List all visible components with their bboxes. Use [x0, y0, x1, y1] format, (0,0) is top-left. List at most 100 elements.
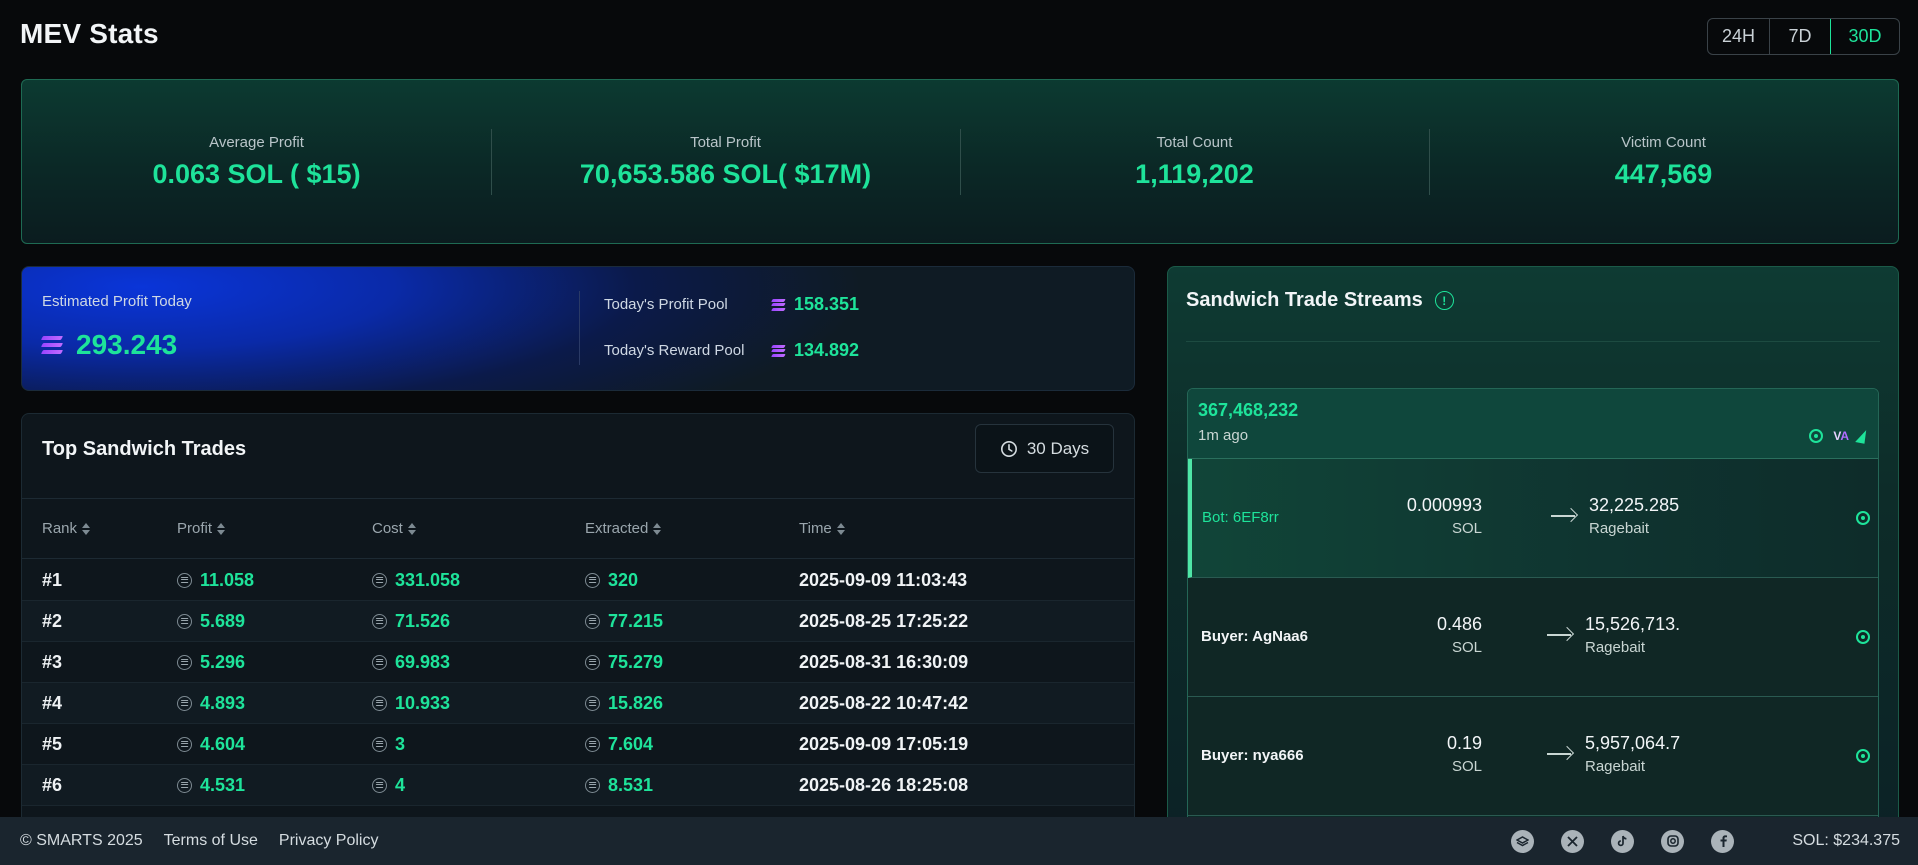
footer-links: © SMARTS 2025 Terms of Use Privacy Polic… [20, 832, 378, 850]
solana-coin-icon [372, 654, 387, 670]
source-icon [1809, 429, 1824, 443]
cell-profit: 4.531 [177, 775, 245, 796]
solana-coin-icon [585, 613, 600, 629]
cell-time: 2025-08-31 16:30:09 [799, 651, 969, 672]
solana-coin-icon [585, 736, 600, 752]
solana-coin-icon [177, 572, 192, 588]
cell-time: 2025-09-09 17:05:19 [799, 733, 969, 754]
trade-input-amount: 0.486 [1436, 614, 1482, 634]
cell-value: 11.058 [200, 569, 255, 590]
tiktok-icon[interactable] [1611, 829, 1634, 853]
stream-trade[interactable]: Buyer: nya666 0.19 SOL 5,957,064.7 Ragebait [1188, 697, 1878, 816]
solana-coin-icon [585, 777, 600, 793]
terms-link[interactable]: Terms of Use [163, 832, 258, 849]
trade-actor[interactable]: Buyer: AgNaa6 [1201, 628, 1308, 645]
trade-input: 0.000993 SOL [1407, 495, 1482, 537]
stream-trade[interactable]: Bot: 6EF8rr 0.000993 SOL 32,225.285 Ragebait [1188, 459, 1878, 578]
cell-time: 2025-08-26 18:25:08 [799, 774, 969, 795]
va-icon: VA [1833, 429, 1849, 443]
trade-actor[interactable]: Buyer: nya666 [1201, 747, 1304, 764]
stat-label: Victim Count [1621, 133, 1706, 151]
trade-output-unit: Ragebait [1585, 758, 1646, 775]
stat-total-profit: Total Profit 70,653.586 SOL( $17M) [491, 128, 960, 195]
table-row[interactable]: #1 11.058 331.058 320 2025-09-09 11:03:43 [22, 560, 1134, 601]
range-tab-30d[interactable]: 30D [1830, 19, 1899, 54]
trade-input-unit: SOL [1451, 758, 1482, 775]
gitbook-icon[interactable] [1511, 829, 1534, 853]
estimated-profit-value: 293.243 [76, 329, 178, 360]
x-icon[interactable] [1561, 829, 1584, 853]
stat-label: Average Profit [209, 133, 304, 151]
trade-output: 15,526,713. Ragebait [1585, 614, 1680, 656]
facebook-icon[interactable] [1711, 829, 1734, 853]
solana-coin-icon [177, 654, 192, 670]
solana-coin-icon [585, 695, 600, 711]
clock-icon [1000, 440, 1017, 457]
table-row[interactable]: #6 4.531 4 8.531 2025-08-26 18:25:08 [22, 765, 1134, 806]
cell-value: 15.826 [608, 692, 664, 713]
estimated-profit-card: Estimated Profit Today 293.243 Today's P… [21, 266, 1135, 391]
cell-rank: #1 [42, 569, 63, 590]
column-header-profit[interactable]: Profit [177, 520, 226, 537]
social-links [1511, 829, 1734, 853]
table-row[interactable]: #2 5.689 71.526 77.215 2025-08-25 17:25:22 [22, 601, 1134, 642]
block-age: 1m ago [1198, 427, 1249, 444]
stat-victim-count: Victim Count 447,569 [1429, 128, 1898, 195]
cell-value: 71.526 [395, 610, 451, 631]
column-label: Extracted [585, 520, 649, 537]
cell-time: 2025-08-22 10:47:42 [799, 692, 969, 713]
cell-value: 4.531 [200, 774, 246, 795]
solana-coin-icon [177, 736, 192, 752]
sandwich-trade-streams-card: Sandwich Trade Streams ! 367,468,232 1m … [1167, 266, 1899, 833]
sort-icon [82, 522, 91, 535]
range-tab-24h[interactable]: 24H [1721, 26, 1756, 46]
trade-output-amount: 32,225.285 [1589, 495, 1680, 515]
cell-value: 4 [395, 774, 406, 795]
table-row[interactable]: #4 4.893 10.933 15.826 2025-08-22 10:47:42 [22, 683, 1134, 724]
table-row[interactable]: #5 4.604 3 7.604 2025-09-09 17:05:19 [22, 724, 1134, 765]
block-slot: 367,468,232 [1198, 400, 1299, 420]
stream-trade-list: Bot: 6EF8rr 0.000993 SOL 32,225.285 Ragebait… [1188, 459, 1878, 816]
sort-icon [653, 522, 662, 535]
column-header-extracted[interactable]: Extracted [585, 520, 662, 537]
range-tab-7d[interactable]: 7D [1769, 19, 1830, 54]
cell-value: 8.531 [608, 774, 654, 795]
lightning-icon [1855, 428, 1871, 444]
trade-output-unit: Ragebait [1589, 520, 1650, 537]
cell-extracted: 77.215 [585, 611, 663, 632]
stat-total-count: Total Count 1,119,202 [960, 128, 1429, 195]
solana-icon [771, 344, 786, 357]
cell-value: 10.933 [395, 692, 451, 713]
trade-output-unit: Ragebait [1585, 639, 1646, 656]
stream-trade[interactable]: Buyer: AgNaa6 0.486 SOL 15,526,713. Ragebait [1188, 578, 1878, 697]
instagram-icon[interactable] [1661, 829, 1684, 853]
table-row[interactable]: #3 5.296 69.983 75.279 2025-08-31 16:30:09 [22, 642, 1134, 683]
stat-value: 1,119,202 [1135, 158, 1254, 189]
cell-cost: 69.983 [372, 652, 450, 673]
info-icon[interactable]: ! [1434, 291, 1454, 310]
block-source-icons: VA [1809, 428, 1871, 444]
summary-panel: Average Profit 0.063 SOL ( $15) Total Pr… [21, 79, 1899, 244]
solana-icon [771, 298, 786, 311]
copyright: © SMARTS 2025 [20, 832, 143, 849]
cell-cost: 331.058 [372, 570, 460, 591]
cell-profit: 5.296 [177, 652, 245, 673]
privacy-link[interactable]: Privacy Policy [278, 832, 379, 849]
sol-price: SOL: $234.375 [1792, 832, 1900, 849]
column-header-time[interactable]: Time [799, 520, 845, 537]
block-header[interactable]: 367,468,232 1m ago VA [1188, 389, 1878, 459]
profit-pool-label: Today's Profit Pool [604, 296, 728, 313]
cell-extracted: 15.826 [585, 693, 663, 714]
section-title: Top Sandwich Trades [42, 438, 247, 460]
period-select-button[interactable]: 30 Days [975, 424, 1114, 473]
cell-profit: 11.058 [177, 570, 254, 591]
cell-value: 331.058 [395, 569, 461, 590]
trade-actor[interactable]: Bot: 6EF8rr [1202, 509, 1279, 526]
block-card: 367,468,232 1m ago VA Bot: 6EF8rr 0.00099… [1187, 388, 1879, 832]
cell-value: 3 [395, 733, 406, 754]
column-header-rank[interactable]: Rank [42, 520, 91, 537]
cell-time: 2025-09-09 11:03:43 [799, 569, 968, 590]
cell-value: 77.215 [608, 610, 664, 631]
column-header-cost[interactable]: Cost [372, 520, 416, 537]
table-body: #1 11.058 331.058 320 2025-09-09 11:03:43 #2 5… [22, 560, 1134, 806]
